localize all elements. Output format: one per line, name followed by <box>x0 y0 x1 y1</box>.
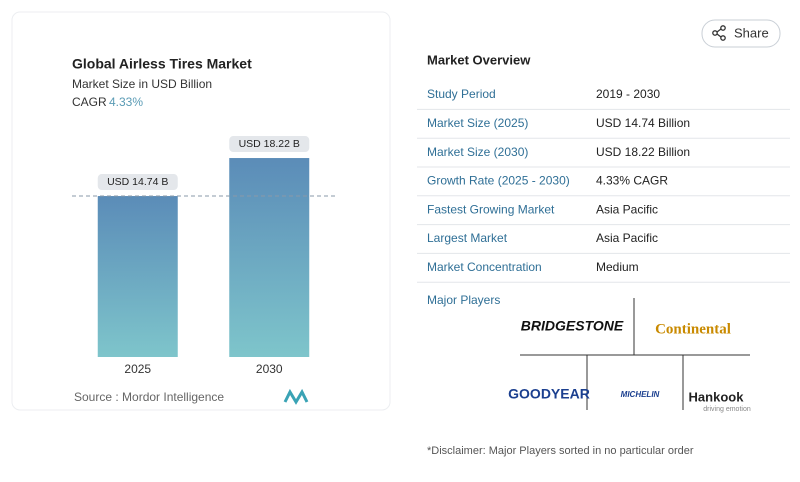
cagr-value: 4.33% <box>109 95 143 109</box>
logo-grid <box>520 298 750 410</box>
row-value: USD 14.74 Billion <box>596 116 690 130</box>
cagr-label: CAGR <box>72 95 107 109</box>
row-label: Growth Rate (2025 - 2030) <box>427 174 570 188</box>
share-label[interactable]: Share <box>734 25 769 40</box>
players-title: Major Players <box>427 293 500 307</box>
row-value: Asia Pacific <box>596 231 658 245</box>
logo-goodyear: GOODYEAR <box>508 386 590 402</box>
disclaimer: *Disclaimer: Major Players sorted in no … <box>427 445 694 457</box>
chart-subtitle: Market Size in USD Billion <box>72 77 212 91</box>
logo-hankook: Hankook <box>689 389 745 404</box>
logo-michelin: MICHELIN <box>621 390 660 399</box>
share-icon <box>712 25 726 41</box>
value-label: USD 14.74 B <box>107 176 168 188</box>
row-label: Market Concentration <box>427 260 542 274</box>
source: Source : Mordor Intelligence <box>74 390 224 404</box>
x-tick-label: 2030 <box>256 362 283 376</box>
chart-title: Global Airless Tires Market <box>72 56 252 72</box>
row-value: 4.33% CAGR <box>596 174 668 188</box>
row-label: Fastest Growing Market <box>427 202 555 216</box>
row-value: USD 18.22 Billion <box>596 145 690 159</box>
row-label: Market Size (2030) <box>427 145 528 159</box>
value-label-bg <box>97 174 178 191</box>
x-tick-label: 2025 <box>124 362 151 376</box>
row-value: Medium <box>596 260 639 274</box>
value-label-bg <box>229 136 310 153</box>
row-label: Study Period <box>427 87 496 101</box>
logo-continental: Continental <box>655 321 731 337</box>
overview-title: Market Overview <box>427 52 531 67</box>
logo-hankook-tagline: driving emotion <box>703 406 751 413</box>
bar <box>97 196 178 357</box>
row-label: Largest Market <box>427 231 508 245</box>
row-value: 2019 - 2030 <box>596 87 660 101</box>
row-label: Market Size (2025) <box>427 116 528 130</box>
value-label: USD 18.22 B <box>239 138 300 150</box>
logo-bridgestone: BRIDGESTONE <box>521 318 624 334</box>
bar <box>229 158 310 357</box>
brand-icon <box>283 388 309 405</box>
row-value: Asia Pacific <box>596 202 658 216</box>
